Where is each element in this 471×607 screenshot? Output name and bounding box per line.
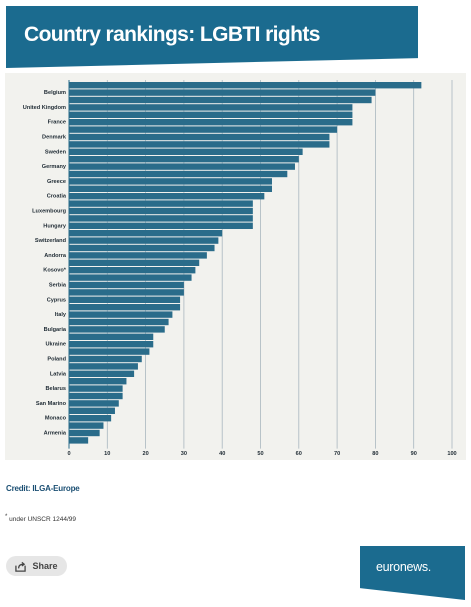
bar — [69, 400, 119, 407]
category-label: Denmark — [42, 134, 67, 140]
category-label: Ukraine — [45, 342, 66, 348]
category-label: Italy — [55, 312, 67, 318]
bar — [69, 215, 253, 222]
bar — [69, 363, 138, 370]
category-label: Bulgaria — [44, 327, 67, 333]
category-label: Greece — [47, 179, 66, 185]
x-tick-label: 20 — [142, 451, 148, 457]
category-label: France — [48, 120, 66, 126]
category-label: Sweden — [45, 149, 67, 155]
brand-dot: . — [427, 560, 431, 574]
bar — [69, 348, 150, 355]
bar — [69, 89, 376, 96]
bar — [69, 311, 173, 318]
bar — [69, 326, 165, 333]
bar — [69, 370, 135, 377]
category-label: Belarus — [45, 386, 66, 392]
bar — [69, 111, 353, 118]
category-label: Switzerland — [35, 238, 67, 244]
bar — [69, 133, 330, 141]
bar-chart: Belgium United Kingdom France Denmark Sweden… — [23, 80, 457, 457]
category-label: Cyprus — [47, 297, 66, 303]
brand-name: euronews. — [376, 560, 431, 574]
chart-panel: Belgium United Kingdom France Denmark Sweden… — [5, 73, 466, 460]
bar — [69, 333, 154, 340]
euronews-logo[interactable]: euronews. — [360, 546, 465, 600]
brand-word: euronews — [376, 560, 428, 574]
category-label: Germany — [42, 164, 67, 170]
bar — [69, 96, 372, 104]
bar — [69, 200, 253, 207]
bar — [69, 267, 196, 274]
bar — [69, 289, 184, 296]
category-label: San Marino — [36, 401, 67, 407]
share-icon — [15, 561, 27, 572]
x-tick-label: 60 — [296, 451, 302, 457]
category-label: Monaco — [45, 416, 67, 422]
footnote-mark: * — [5, 514, 8, 520]
bar — [69, 163, 295, 170]
bar — [69, 407, 115, 414]
title-banner: Country rankings: LGBTI rights — [6, 6, 418, 68]
bar — [69, 378, 127, 385]
category-label: Serbia — [49, 282, 67, 288]
bar — [69, 170, 288, 178]
bar — [69, 156, 299, 163]
bar — [69, 230, 223, 237]
bar — [69, 252, 207, 259]
category-label: United Kingdom — [23, 105, 66, 111]
category-label: Luxembourg — [32, 208, 66, 214]
x-tick-label: 10 — [104, 451, 110, 457]
bar — [69, 385, 123, 392]
category-label: Croatia — [47, 194, 67, 200]
category-label: Andorra — [44, 253, 67, 259]
page-title: Country rankings: LGBTI rights — [24, 23, 320, 46]
bar — [69, 422, 104, 429]
x-tick-label: 90 — [411, 451, 417, 457]
bar — [69, 244, 215, 252]
bar — [69, 237, 219, 244]
bar — [69, 141, 330, 148]
bar — [69, 259, 200, 266]
share-label: Share — [32, 561, 58, 571]
share-button[interactable]: Share — [6, 556, 67, 576]
category-label: Armenia — [44, 430, 67, 436]
x-tick-label: 70 — [334, 451, 340, 457]
category-label: Belgium — [44, 90, 66, 96]
bar — [69, 429, 100, 437]
x-tick-label: 40 — [219, 451, 225, 457]
bar — [69, 178, 272, 185]
bar — [69, 119, 353, 126]
bar — [69, 193, 265, 200]
x-tick-label: 0 — [67, 451, 70, 457]
bar — [69, 126, 338, 133]
bar — [69, 148, 303, 155]
category-label: Hungary — [43, 223, 67, 229]
bar — [69, 415, 112, 422]
bar — [69, 207, 253, 215]
bar — [69, 437, 89, 444]
bar — [69, 185, 272, 192]
bar — [69, 318, 169, 326]
bar — [69, 281, 184, 289]
bar — [69, 82, 422, 89]
category-label: Poland — [47, 356, 66, 362]
category-label: Kosovo* — [43, 268, 67, 274]
credit-text: Credit: ILGA-Europe — [6, 484, 80, 493]
bar — [69, 222, 253, 229]
bar — [69, 355, 142, 363]
x-tick-label: 100 — [447, 451, 456, 457]
category-label: Latvia — [50, 371, 67, 377]
bar — [69, 104, 353, 111]
bar — [69, 274, 192, 281]
x-tick-label: 30 — [181, 451, 187, 457]
footnote: * under UNSCR 1244/99 — [5, 514, 76, 523]
x-tick-label: 50 — [257, 451, 263, 457]
x-tick-label: 80 — [372, 451, 378, 457]
bar — [69, 304, 181, 311]
bar — [69, 341, 154, 348]
bar — [69, 392, 123, 400]
bar — [69, 296, 181, 303]
footnote-text: under UNSCR 1244/99 — [7, 516, 76, 524]
